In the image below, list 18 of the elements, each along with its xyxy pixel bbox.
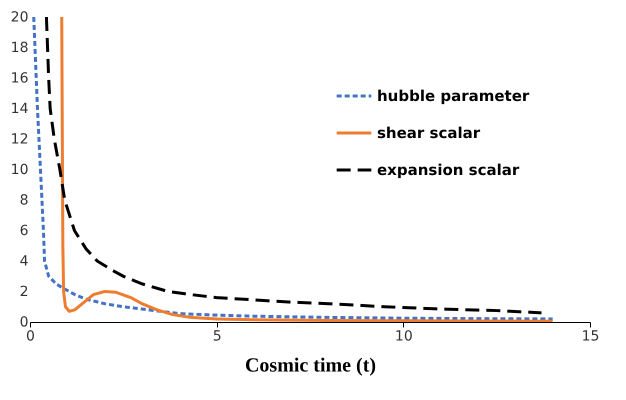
y-tick-label: 4	[20, 254, 29, 270]
y-tick-label: 20	[10, 10, 28, 26]
x-tick-label: 15	[582, 328, 600, 344]
legend-label: hubble parameter	[377, 87, 530, 105]
y-tick-label: 12	[10, 132, 28, 148]
x-tick-label: 5	[212, 328, 222, 344]
legend-label: shear scalar	[377, 124, 481, 142]
x-axis-title: Cosmic time (t)	[244, 354, 376, 376]
y-tick-label: 0	[20, 314, 28, 330]
x-tick-label: 10	[394, 328, 413, 344]
y-tick-label: 10	[10, 162, 28, 178]
y-tick-label: 8	[20, 192, 28, 208]
y-tick-label: 2	[20, 284, 28, 300]
y-tick-label: 16	[10, 70, 29, 86]
legend-label: expansion scalar	[377, 161, 520, 179]
y-tick-label: 18	[10, 40, 28, 56]
y-tick-label: 14	[10, 101, 29, 117]
y-tick-label: 6	[20, 223, 29, 239]
